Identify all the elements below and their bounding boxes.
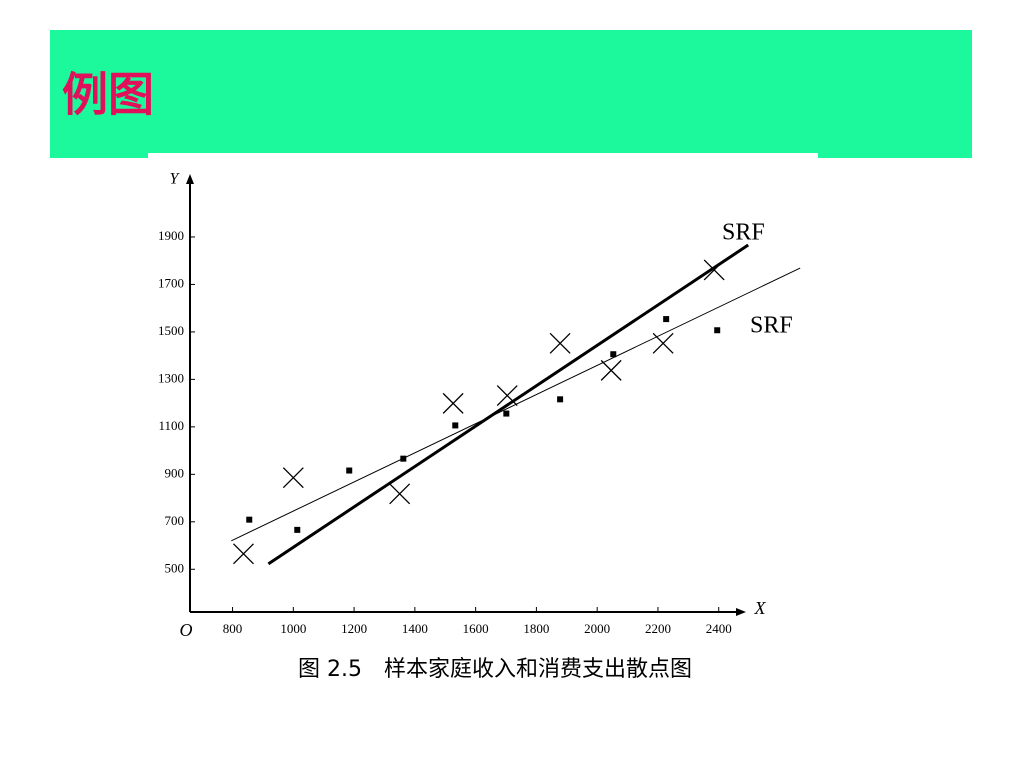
- y-arrow: [186, 174, 194, 184]
- x-axis-label: X: [754, 598, 767, 618]
- cross-point: [282, 467, 304, 489]
- cross-point: [442, 392, 464, 414]
- cross-point: [600, 359, 622, 381]
- caption: 图 2.5 样本家庭收入和消费支出散点图: [298, 657, 692, 682]
- square-point: [714, 327, 721, 334]
- y-tick-label: 1700: [158, 275, 184, 290]
- cross-point: [389, 483, 411, 505]
- cross-point: [233, 543, 254, 565]
- x-tick-label: 2000: [584, 621, 610, 636]
- y-tick-label: 1300: [158, 370, 184, 385]
- annotation: SRF: [750, 313, 793, 339]
- cross-point: [652, 332, 674, 354]
- y-tick-label: 1900: [158, 228, 184, 243]
- square-point: [557, 396, 564, 403]
- y-tick-label: 700: [165, 513, 185, 528]
- slide-title: 例图: [62, 70, 154, 121]
- x-tick-label: 2400: [706, 621, 732, 636]
- y-tick-label: 1500: [158, 323, 184, 338]
- x-tick-label: 1800: [523, 621, 549, 636]
- y-axis-label: Y: [170, 171, 181, 188]
- square-point: [346, 467, 353, 474]
- square-point: [294, 526, 301, 533]
- header-band: [50, 30, 972, 158]
- cross-point: [549, 332, 571, 354]
- x-tick-label: 2200: [645, 621, 671, 636]
- x-tick-label: 1000: [280, 621, 306, 636]
- square-point: [610, 351, 617, 358]
- x-tick-label: 1400: [402, 621, 428, 636]
- annotation: SRF: [722, 220, 765, 246]
- x-tick-label: 1200: [341, 621, 367, 636]
- origin-label: O: [180, 620, 193, 640]
- square-point: [503, 410, 510, 417]
- y-tick-label: 900: [165, 465, 185, 480]
- x-tick-label: 800: [223, 621, 243, 636]
- y-tick-label: 500: [165, 560, 185, 575]
- y-tick-label: 1100: [158, 418, 184, 433]
- square-point: [246, 516, 253, 523]
- regression-line: [267, 243, 750, 566]
- cross-point: [496, 385, 518, 406]
- regression-line: [231, 267, 801, 542]
- x-tick-label: 1600: [463, 621, 489, 636]
- x-arrow: [736, 608, 746, 616]
- square-point: [452, 422, 459, 429]
- square-point: [663, 316, 670, 323]
- image-edge: [148, 153, 818, 161]
